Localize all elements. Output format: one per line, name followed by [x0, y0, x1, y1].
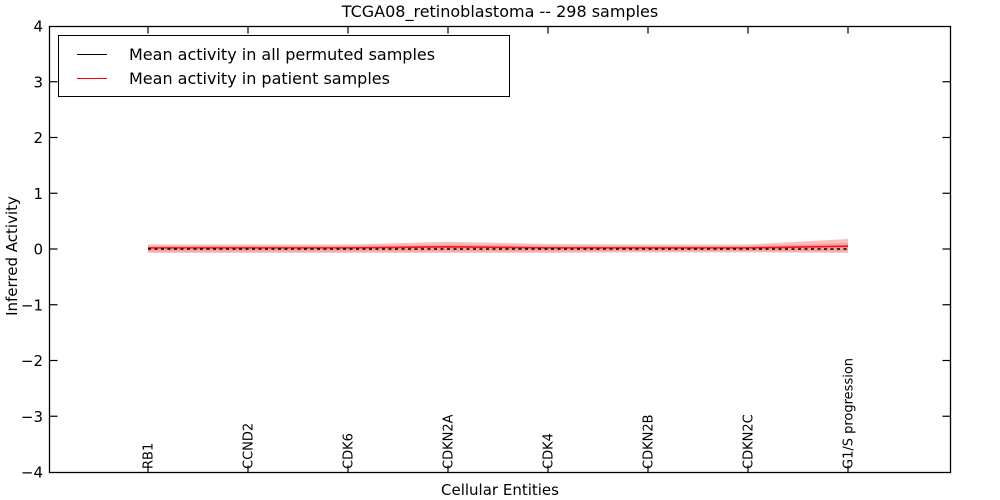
- y-tick-label: −2: [21, 352, 43, 370]
- y-tick-label: 2: [33, 129, 43, 147]
- x-axis-label: Cellular Entities: [441, 481, 559, 499]
- y-tick-label: 3: [33, 73, 43, 91]
- legend-label-permuted: Mean activity in all permuted samples: [129, 44, 436, 64]
- y-tick-label: 4: [33, 18, 43, 36]
- x-tick-label: G1/S progression: [842, 358, 857, 469]
- legend: Mean activity in all permuted samples Me…: [58, 35, 510, 97]
- x-tick-label: CDK4: [542, 433, 557, 469]
- x-tick-label: CDKN2B: [642, 414, 657, 469]
- x-tick-label: CCND2: [242, 423, 257, 469]
- legend-item-permuted: Mean activity in all permuted samples: [73, 42, 509, 66]
- patient-mean-line: [148, 245, 849, 249]
- y-tick-label: 1: [33, 185, 43, 203]
- x-tick-label: CDK6: [342, 433, 357, 469]
- patient-line-sample-icon: [77, 77, 107, 79]
- x-tick-label: CDKN2A: [442, 414, 457, 469]
- x-tick-label: CDKN2C: [742, 414, 757, 469]
- chart-title: TCGA08_retinoblastoma -- 298 samples: [341, 2, 659, 21]
- y-tick-label: 0: [33, 241, 43, 259]
- y-tick-label: −4: [21, 464, 43, 482]
- y-axis-label: Inferred Activity: [3, 196, 21, 316]
- y-tick-label: −3: [21, 408, 43, 426]
- spread-band-outer: [148, 238, 848, 253]
- x-tick-label: RB1: [142, 443, 157, 469]
- legend-label-patient: Mean activity in patient samples: [129, 68, 390, 88]
- legend-item-patient: Mean activity in patient samples: [73, 66, 509, 90]
- permuted-line-sample-icon: [77, 53, 107, 55]
- y-tick-label: −1: [21, 296, 43, 314]
